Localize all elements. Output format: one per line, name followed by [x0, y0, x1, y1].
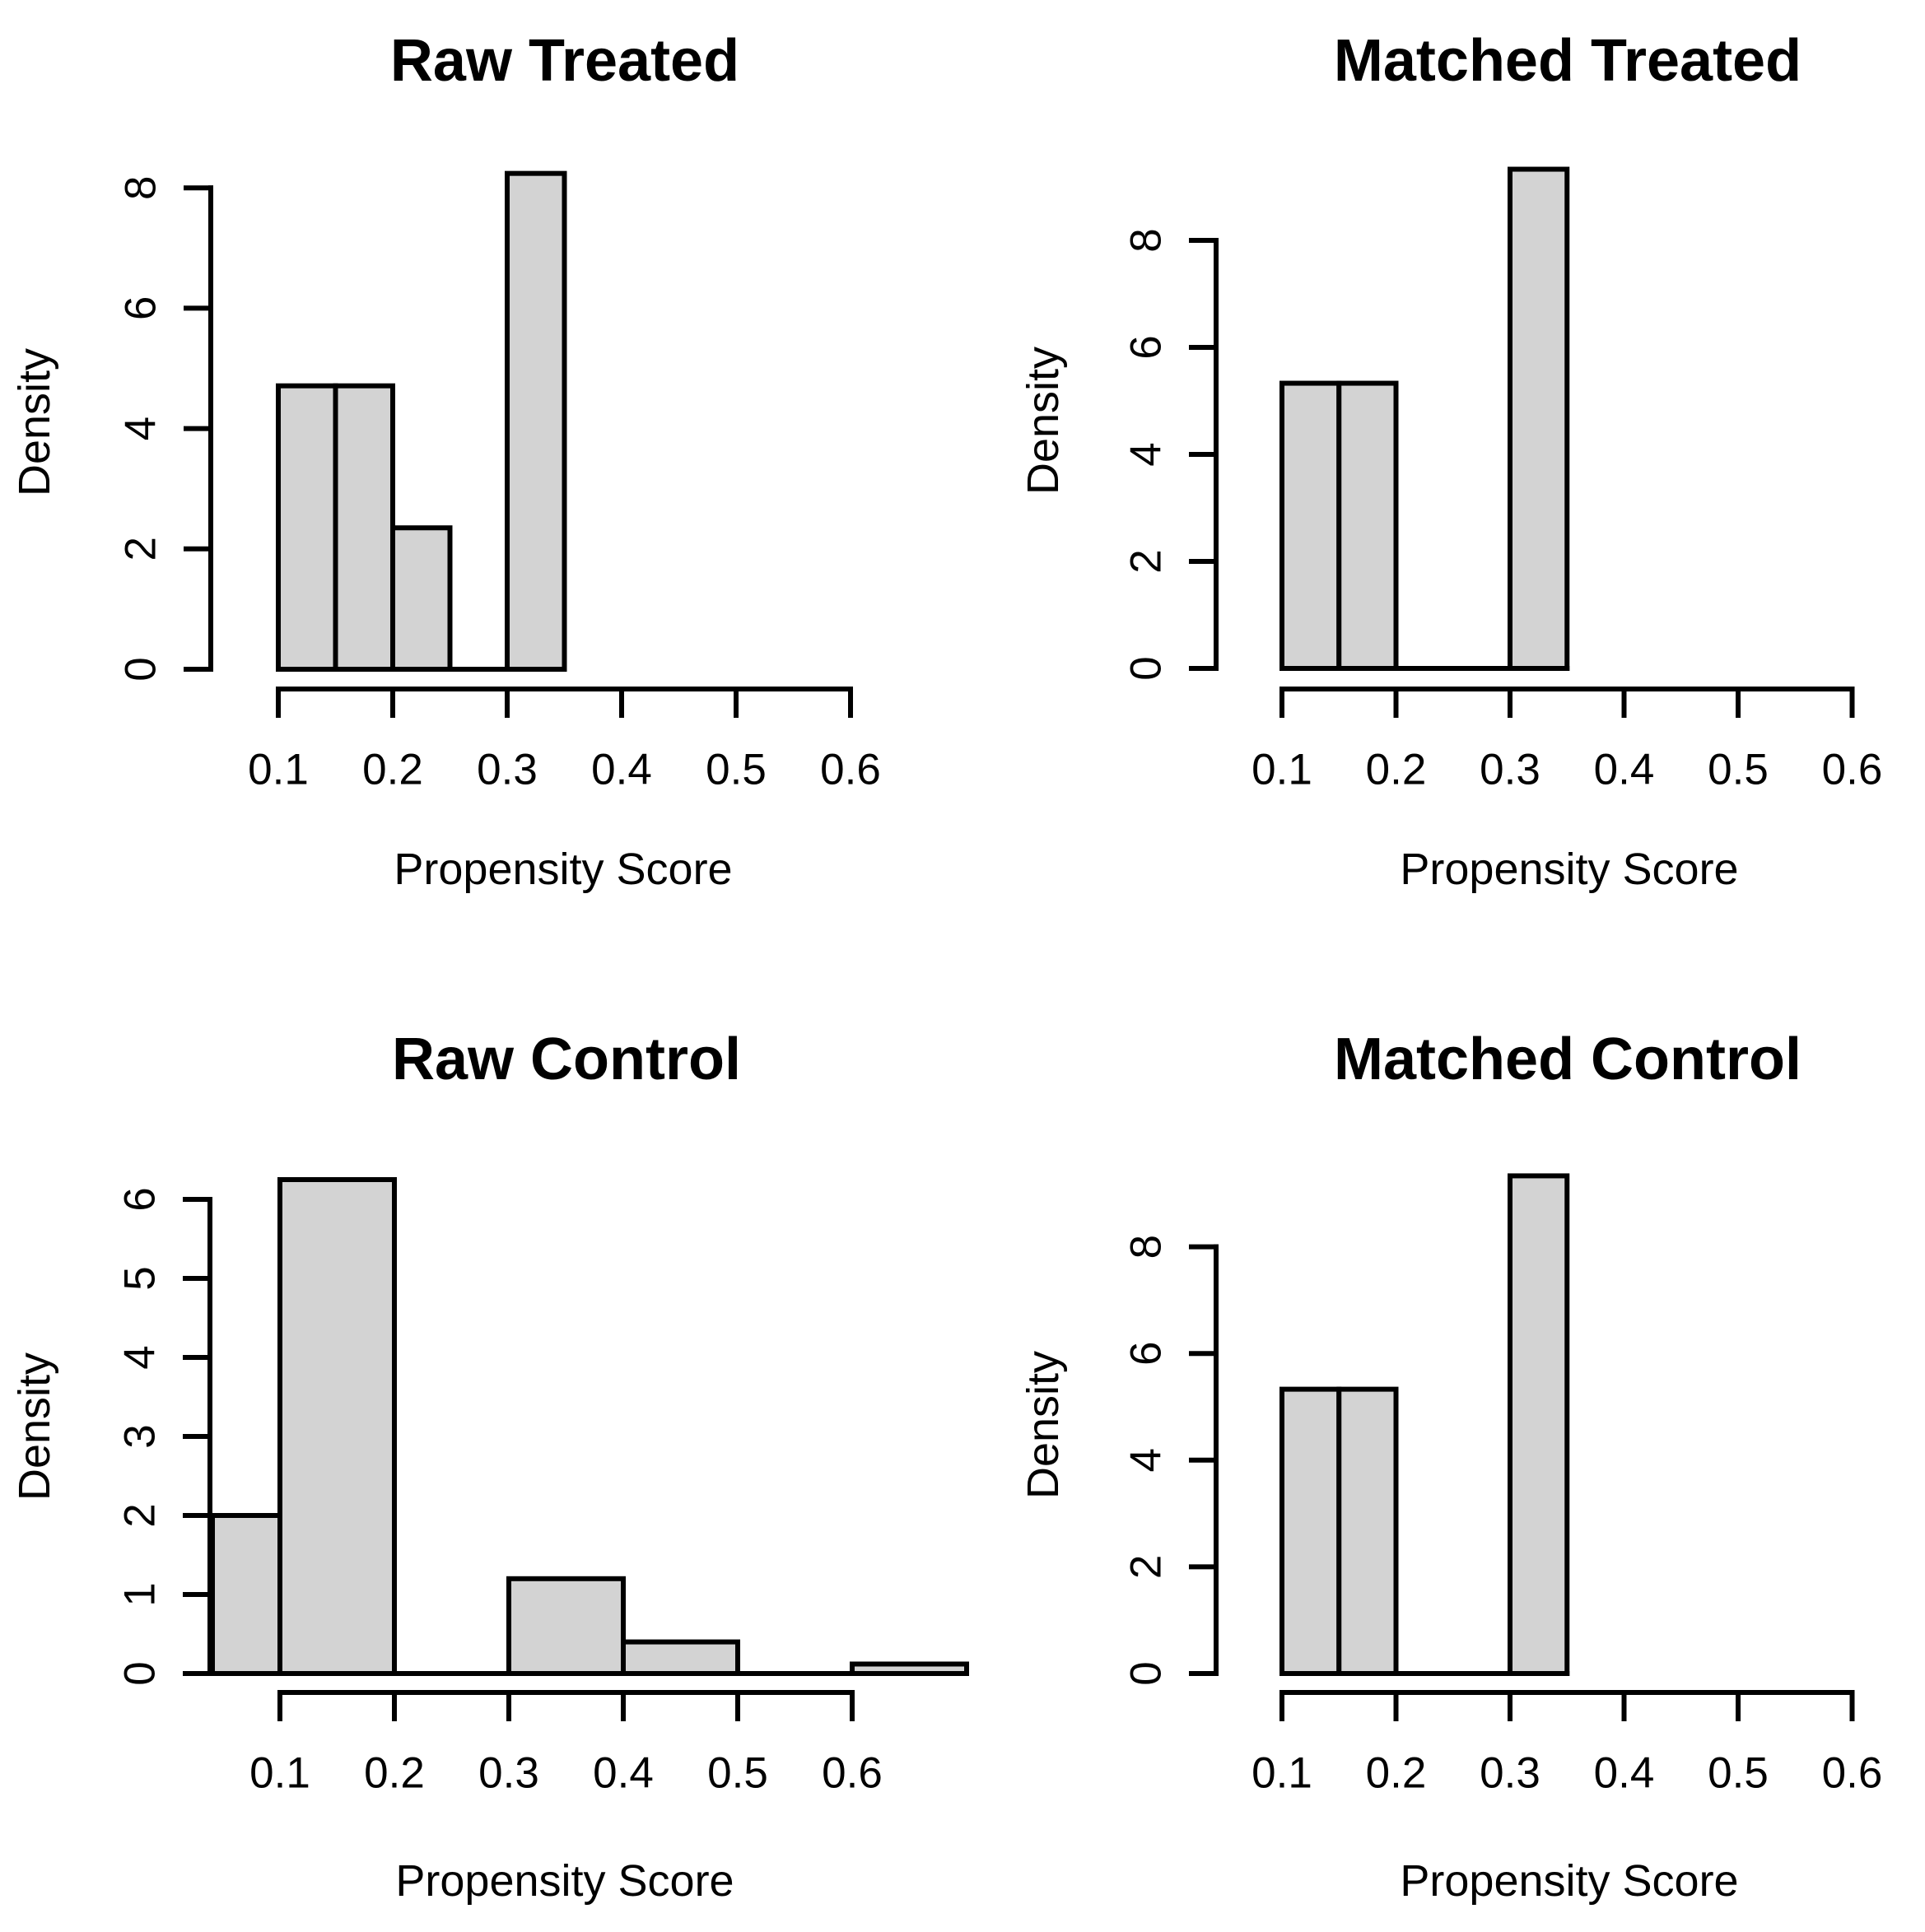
x-tick-label: 0.1 [249, 1749, 310, 1798]
histogram-bar [1336, 380, 1399, 671]
y-tick-label: 8 [1122, 1235, 1171, 1259]
y-tick-label: 8 [117, 175, 165, 199]
y-tick-label: 1 [116, 1582, 165, 1606]
histogram-bar [1336, 1386, 1399, 1676]
histogram-bar [1508, 166, 1570, 672]
x-tick-label: 0.5 [707, 1749, 768, 1798]
histogram-bar [505, 170, 567, 672]
histogram-panel-2: 0 1 2 3 4 5 6 0.1 0.2 0.3 0.4 0.5 0.6 [116, 1177, 969, 1798]
y-tick-label: 2 [117, 537, 165, 561]
y-tick-label: 0 [117, 657, 165, 681]
x-axis-label-raw-control: Propensity Score [395, 1856, 734, 1906]
histogram-panel-0: 0 2 4 6 8 0.1 0.2 0.3 0.4 0.5 0.6 [117, 170, 881, 794]
y-tick-label: 2 [1122, 549, 1171, 573]
x-tick-label: 0.2 [1366, 746, 1427, 794]
x-axis-label-matched-treated: Propensity Score [1400, 845, 1739, 894]
y-axis-label-matched-control: Density [1018, 1350, 1068, 1500]
histogram-bar [1508, 1173, 1570, 1676]
x-tick-label: 0.6 [1822, 1749, 1883, 1798]
y-tick-label: 0 [1122, 1661, 1171, 1685]
histogram-bars [276, 170, 567, 673]
x-tick-label: 0.4 [593, 1749, 654, 1798]
x-tick-label: 0.5 [706, 746, 767, 794]
y-tick-label: 2 [116, 1503, 165, 1527]
histogram-bar [1279, 380, 1342, 671]
histogram-bar [850, 1661, 969, 1676]
x-tick-label: 0.5 [1708, 746, 1769, 794]
y-tick-label: 4 [116, 1345, 165, 1369]
y-tick-label: 4 [1122, 442, 1171, 466]
histogram-bar [390, 525, 453, 673]
x-tick-label: 0.3 [478, 1749, 539, 1798]
x-tick-label: 0.1 [1251, 746, 1312, 794]
y-tick-label: 0 [116, 1661, 165, 1685]
histogram-bar [210, 1513, 282, 1676]
y-tick-label: 6 [1122, 335, 1171, 359]
y-axis-label-raw-treated: Density [10, 347, 59, 497]
y-axis-label-raw-control: Density [10, 1352, 59, 1501]
histogram-bars [1279, 166, 1570, 672]
panel-title-raw-control: Raw Control [392, 1027, 741, 1092]
histogram-bars [1279, 1173, 1570, 1676]
panel-title-matched-control: Matched Control [1334, 1027, 1801, 1092]
y-tick-label: 6 [116, 1187, 165, 1211]
y-tick-label: 2 [1122, 1555, 1171, 1579]
y-axis-label-matched-treated: Density [1018, 346, 1068, 496]
x-tick-label: 0.6 [820, 746, 881, 794]
y-tick-label: 0 [1122, 656, 1171, 680]
x-tick-label: 0.3 [1480, 746, 1540, 794]
histogram-bar [621, 1639, 740, 1676]
y-tick-label: 8 [1122, 228, 1171, 252]
x-tick-label: 0.1 [1251, 1749, 1312, 1798]
y-tick-label: 5 [116, 1266, 165, 1290]
histogram-bar [276, 383, 338, 672]
x-tick-label: 0.4 [1594, 1749, 1655, 1798]
x-tick-label: 0.6 [1822, 746, 1883, 794]
x-tick-label: 0.2 [362, 746, 423, 794]
x-tick-label: 0.1 [248, 746, 309, 794]
y-tick-label: 6 [1122, 1341, 1171, 1365]
histogram-bars [210, 1177, 969, 1677]
y-tick-label: 6 [117, 296, 165, 320]
x-tick-label: 0.3 [1480, 1749, 1540, 1798]
panel-title-matched-treated: Matched Treated [1333, 28, 1802, 94]
histogram-bar [277, 1177, 397, 1676]
x-axis-label-matched-control: Propensity Score [1400, 1856, 1739, 1906]
histogram-panel-3: 0 2 4 6 8 0.1 0.2 0.3 0.4 0.5 0.6 [1122, 1173, 1883, 1798]
x-tick-label: 0.2 [364, 1749, 425, 1798]
histogram-bar [506, 1576, 626, 1677]
y-tick-label: 4 [1122, 1448, 1171, 1472]
x-axis-label-raw-treated: Propensity Score [394, 845, 733, 894]
y-tick-label: 4 [117, 417, 165, 440]
panel-title-raw-treated: Raw Treated [389, 28, 740, 94]
x-tick-label: 0.6 [822, 1749, 883, 1798]
x-tick-label: 0.4 [1594, 746, 1655, 794]
histogram-bar [1279, 1386, 1342, 1676]
histogram-bar [333, 383, 395, 672]
histogram-panel-1: 0 2 4 6 8 0.1 0.2 0.3 0.4 0.5 0.6 [1122, 166, 1883, 794]
x-tick-label: 0.5 [1708, 1749, 1769, 1798]
x-tick-label: 0.2 [1366, 1749, 1427, 1798]
x-tick-label: 0.3 [477, 746, 538, 794]
x-tick-label: 0.4 [591, 746, 652, 794]
y-tick-label: 3 [116, 1424, 165, 1448]
